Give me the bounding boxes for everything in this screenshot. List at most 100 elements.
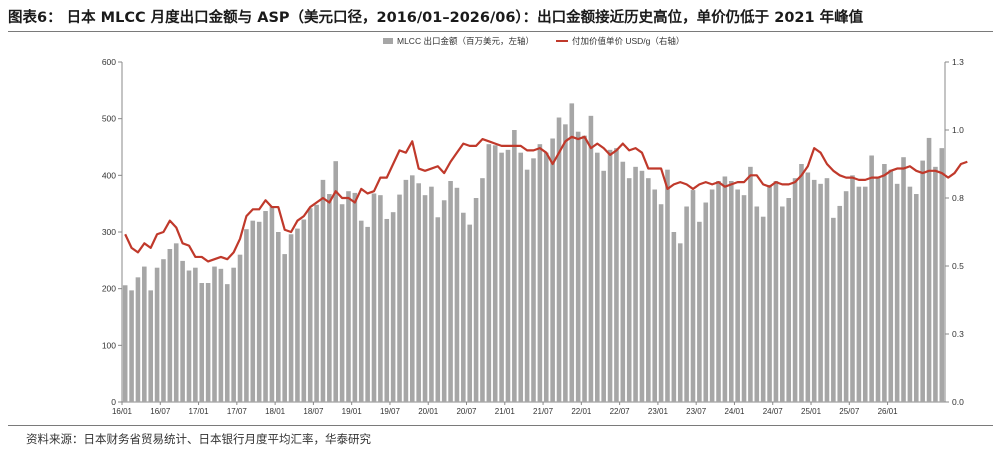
bar bbox=[550, 138, 555, 402]
source-note: 资料来源：日本财务省贸易统计、日本银行月度平均汇率，华泰研究 bbox=[26, 432, 371, 446]
x-tick-label: 18/07 bbox=[303, 407, 324, 416]
bar bbox=[831, 217, 836, 402]
bar bbox=[786, 198, 791, 402]
bar bbox=[658, 204, 664, 402]
bar bbox=[907, 186, 913, 402]
bar bbox=[454, 187, 460, 402]
bar bbox=[875, 176, 881, 402]
x-tick-label: 25/01 bbox=[801, 407, 822, 416]
bar bbox=[505, 149, 511, 402]
bar bbox=[256, 221, 262, 402]
bar bbox=[677, 243, 683, 402]
y-left-tick-label: 200 bbox=[102, 284, 116, 294]
bar bbox=[633, 166, 638, 402]
bar bbox=[869, 155, 874, 402]
bar bbox=[684, 206, 689, 402]
bar bbox=[307, 208, 313, 402]
bar bbox=[773, 181, 779, 402]
bar bbox=[811, 179, 817, 402]
bar bbox=[295, 228, 300, 402]
bar bbox=[639, 170, 645, 402]
bar bbox=[409, 175, 415, 402]
bar bbox=[422, 195, 428, 402]
bar bbox=[269, 206, 275, 402]
bar bbox=[728, 181, 734, 402]
bar bbox=[735, 189, 740, 402]
y-right-tick-label: 0.0 bbox=[952, 397, 964, 407]
x-tick-label: 24/01 bbox=[724, 407, 745, 416]
y-left-tick-label: 600 bbox=[102, 57, 116, 67]
bar bbox=[792, 178, 798, 402]
bar bbox=[690, 190, 696, 402]
bar bbox=[665, 169, 670, 402]
bar bbox=[148, 290, 153, 402]
bar bbox=[486, 144, 492, 403]
bar bbox=[722, 176, 728, 402]
bar bbox=[416, 183, 421, 402]
x-tick-label: 21/07 bbox=[533, 407, 554, 416]
bar bbox=[473, 198, 479, 402]
title-divider bbox=[8, 31, 993, 32]
bar bbox=[263, 211, 268, 402]
bar bbox=[231, 267, 236, 402]
bar bbox=[767, 184, 772, 402]
bar bbox=[614, 148, 619, 402]
bar bbox=[933, 166, 938, 402]
x-tick-label: 17/07 bbox=[227, 407, 248, 416]
bar bbox=[212, 266, 217, 402]
bar bbox=[499, 152, 504, 402]
combo-chart: MLCC 出口金额（百万美元，左轴） 付加价值单价 USD/g（右轴） 0 100… bbox=[102, 36, 968, 416]
y-left-tick-label: 400 bbox=[102, 170, 116, 180]
bar bbox=[129, 290, 134, 402]
bar bbox=[467, 224, 472, 402]
x-tick-label: 19/07 bbox=[380, 407, 401, 416]
bar bbox=[760, 216, 766, 402]
x-tick-label: 26/01 bbox=[878, 407, 899, 416]
y-right-tick-label: 1.3 bbox=[952, 57, 964, 67]
line-series bbox=[124, 135, 968, 263]
bar bbox=[371, 193, 377, 402]
bar bbox=[205, 283, 211, 402]
x-tick-label: 22/07 bbox=[610, 407, 631, 416]
bar bbox=[709, 189, 715, 402]
x-tick-label: 22/01 bbox=[571, 407, 592, 416]
bar bbox=[193, 267, 198, 402]
bar bbox=[646, 178, 651, 402]
bar bbox=[492, 145, 498, 403]
bar bbox=[167, 249, 173, 402]
bar bbox=[837, 205, 843, 402]
bar bbox=[913, 194, 919, 402]
x-tick-label: 17/01 bbox=[189, 407, 210, 416]
bar bbox=[850, 175, 855, 402]
y-left-tick-label: 300 bbox=[102, 227, 116, 237]
bar bbox=[741, 195, 747, 402]
bar bbox=[901, 157, 906, 402]
x-tick-label: 25/07 bbox=[839, 407, 860, 416]
bar bbox=[320, 179, 326, 402]
bar bbox=[716, 181, 721, 402]
x-tick-label: 18/01 bbox=[265, 407, 286, 416]
bar bbox=[780, 206, 785, 402]
bar bbox=[358, 220, 364, 402]
bar bbox=[939, 148, 945, 402]
bar bbox=[652, 189, 658, 402]
bar bbox=[754, 206, 760, 402]
x-tick-label: 20/07 bbox=[456, 407, 477, 416]
bar bbox=[588, 115, 594, 402]
bar bbox=[441, 200, 447, 402]
bar bbox=[397, 194, 402, 402]
bar bbox=[926, 137, 932, 402]
bar bbox=[799, 164, 804, 402]
bar bbox=[607, 149, 613, 402]
y-right-tick-label: 0.3 bbox=[952, 329, 964, 339]
bar bbox=[154, 267, 160, 402]
bar bbox=[531, 158, 536, 402]
legend-line-label: 付加价值单价 USD/g（右轴） bbox=[572, 36, 684, 46]
bar bbox=[626, 178, 632, 402]
bar bbox=[435, 217, 441, 402]
bar bbox=[703, 202, 709, 402]
bar bbox=[805, 172, 811, 402]
bar bbox=[250, 220, 256, 402]
x-tick-label: 23/01 bbox=[648, 407, 669, 416]
bar bbox=[862, 186, 868, 402]
